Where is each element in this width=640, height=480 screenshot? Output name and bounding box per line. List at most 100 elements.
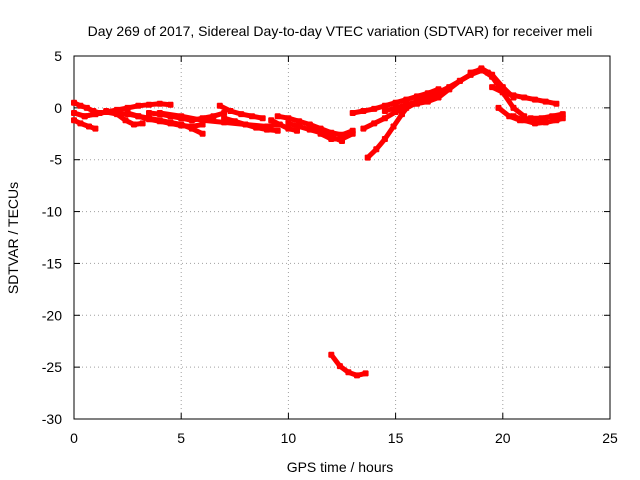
data-point [199,130,206,137]
data-point [231,118,238,125]
data-series [71,65,566,379]
data-point [328,136,335,142]
data-point [371,120,378,127]
data-point [156,100,163,107]
data-point [495,104,502,111]
data-point [499,89,506,96]
data-point [435,94,442,101]
series-arc-3 [71,117,99,132]
data-point [92,111,99,118]
y-tick-label: -20 [42,307,62,323]
data-point [274,127,281,134]
data-point [124,110,131,116]
data-point [83,104,90,111]
data-point [538,115,545,122]
data-point [242,121,249,128]
data-point [156,118,163,125]
data-point [381,115,388,122]
y-tick-label: -10 [42,204,62,220]
data-point [216,102,223,109]
data-point [467,69,474,76]
data-point [296,123,303,130]
data-point [285,125,292,132]
data-point [156,110,163,116]
data-point [521,117,528,124]
data-point [360,108,367,114]
data-point [489,73,496,80]
y-tick-label: 0 [54,100,62,116]
data-point [424,94,431,101]
data-point [210,113,217,120]
x-tick-label: 10 [281,430,297,446]
data-point [403,96,410,103]
series-arc-9 [216,102,266,122]
x-tick-label: 0 [70,430,78,446]
data-point [532,96,538,103]
series-line-arc-11 [270,118,298,134]
series-line-arc-14 [319,131,354,142]
data-point [135,102,142,109]
data-point [306,126,313,133]
data-point [122,117,129,124]
series-arc-10 [221,115,281,134]
data-point [414,93,420,100]
data-point [103,108,110,114]
data-point [249,113,255,120]
data-point [146,101,152,108]
data-point [227,108,234,114]
data-point [276,121,283,128]
data-point [268,117,275,124]
data-point [553,117,560,124]
data-point [364,154,371,161]
data-point [167,101,174,108]
data-point [135,113,142,120]
data-point [403,102,410,109]
data-point [274,113,281,120]
y-tick-label: -15 [42,255,62,271]
data-point [259,115,266,122]
data-point [345,369,352,376]
data-point [399,111,405,118]
data-point [131,121,137,128]
chart-title: Day 269 of 2017, Sidereal Day-to-day VTE… [88,23,593,39]
data-point [390,123,397,130]
data-point [285,115,292,122]
data-point [92,125,99,132]
x-axis-label: GPS time / hours [287,459,394,475]
data-point [124,104,131,111]
data-point [113,110,120,116]
data-point [456,77,463,84]
series-arc-14 [317,130,356,142]
data-point [392,99,399,106]
data-point [146,110,152,116]
data-point [81,113,88,120]
data-point [328,351,335,358]
data-point [446,84,453,91]
data-point [381,136,388,142]
data-point [381,108,388,114]
data-point [199,117,206,124]
data-point [435,89,442,96]
data-point [373,146,380,153]
data-point [253,124,260,131]
data-point [354,372,360,379]
x-axis-tick-labels: 0 5 10 15 20 25 [70,430,618,446]
series-arc-6 [124,110,206,130]
axis-ticks [73,55,611,420]
data-point [392,106,399,113]
data-point [510,113,517,120]
data-point [178,122,185,129]
y-tick-label: -30 [42,411,62,427]
x-tick-label: 25 [602,430,618,446]
data-point [349,110,356,116]
data-point [71,110,77,116]
data-point [86,123,92,130]
x-tick-label: 20 [495,430,511,446]
data-point [188,123,195,130]
data-point [371,105,378,112]
data-point [510,92,517,99]
data-point [559,115,566,122]
y-axis-tick-labels: 5 0 -5 -10 -15 -20 -25 -30 [42,48,62,427]
data-point [553,100,560,107]
